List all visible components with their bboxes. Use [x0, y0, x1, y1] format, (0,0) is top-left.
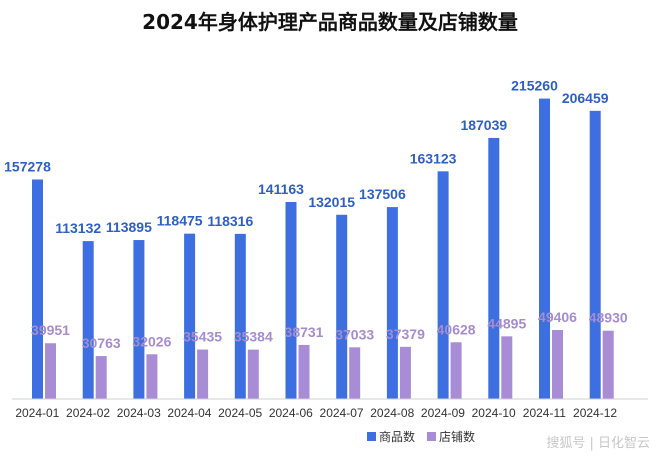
- label-stores-2024-03: 32026: [132, 333, 171, 349]
- label-products-2024-05: 118316: [207, 213, 253, 229]
- label-products-2024-08: 137506: [359, 186, 406, 202]
- bar-stores-2024-12: [602, 330, 614, 399]
- label-stores-2024-08: 37379: [386, 326, 425, 342]
- bar-stores-2024-08: [399, 346, 411, 399]
- x-tick-2024-11: 2024-11: [523, 406, 566, 420]
- bar-stores-2024-02: [95, 356, 107, 399]
- label-stores-2024-05: 35384: [234, 329, 273, 345]
- bar-products-2024-10: [488, 137, 500, 399]
- label-stores-2024-10: 44895: [487, 315, 526, 331]
- bar-stores-2024-06: [298, 344, 310, 399]
- label-stores-2024-04: 35435: [183, 329, 222, 345]
- label-stores-2024-06: 38731: [285, 324, 324, 340]
- label-products-2024-04: 118475: [157, 213, 203, 229]
- bar-products-2024-06: [285, 201, 297, 399]
- label-products-2024-06: 141163: [258, 181, 304, 197]
- x-tick-2024-01: 2024-01: [15, 406, 59, 420]
- bar-stores-2024-09: [450, 342, 462, 399]
- x-axis-ticks: 2024-01 2024-02 2024-03 2024-04 2024-05 2024-…: [15, 406, 617, 420]
- x-tick-2024-06: 2024-06: [269, 406, 313, 420]
- legend-label-products: 商品数: [379, 429, 415, 444]
- label-stores-2024-12: 48930: [589, 310, 628, 326]
- bar-products-2024-04: [184, 233, 196, 399]
- label-stores-2024-01: 39951: [31, 322, 70, 338]
- label-stores-2024-09: 40628: [437, 321, 476, 337]
- bar-products-2024-03: [133, 240, 145, 399]
- bar-products-2024-07: [336, 214, 348, 399]
- label-stores-2024-02: 30763: [82, 335, 121, 351]
- bar-stores-2024-05: [247, 349, 259, 399]
- label-products-2024-11: 215260: [511, 78, 558, 94]
- label-products-2024-02: 113132: [55, 220, 101, 236]
- bar-stores-2024-04: [197, 349, 209, 399]
- watermark: 搜狐号 | 日化智云: [546, 436, 650, 451]
- label-products-2024-07: 132015: [308, 194, 355, 210]
- bar-products-2024-11: [539, 98, 550, 400]
- bar-stores-2024-10: [501, 336, 513, 399]
- bar-stores-2024-01: [45, 343, 56, 399]
- x-tick-2024-07: 2024-07: [320, 406, 364, 420]
- x-tick-2024-08: 2024-08: [370, 406, 414, 420]
- label-products-2024-03: 113895: [106, 219, 152, 235]
- legend-swatch-products: [367, 432, 376, 441]
- x-tick-2024-12: 2024-12: [573, 406, 617, 420]
- legend: 商品数 店铺数: [367, 429, 475, 444]
- plot-area: 157278 39951 113132 30763 113895 32026 118475 3…: [4, 78, 628, 400]
- x-tick-2024-03: 2024-03: [117, 406, 161, 420]
- label-stores-2024-07: 37033: [335, 326, 374, 342]
- bar-stores-2024-07: [349, 347, 361, 399]
- bar-products-2024-01: [32, 179, 43, 399]
- bar-products-2024-02: [82, 241, 94, 399]
- x-tick-2024-02: 2024-02: [66, 406, 110, 420]
- x-tick-2024-09: 2024-09: [421, 406, 465, 420]
- x-tick-2024-10: 2024-10: [472, 406, 516, 420]
- legend-label-stores: 店铺数: [439, 429, 475, 444]
- bar-products-2024-08: [386, 207, 398, 399]
- bar-products-2024-12: [589, 110, 601, 400]
- bar-products-2024-09: [437, 171, 449, 399]
- x-tick-2024-05: 2024-05: [218, 406, 262, 420]
- label-products-2024-10: 187039: [460, 117, 507, 133]
- label-stores-2024-11: 49406: [538, 309, 577, 325]
- label-products-2024-12: 206459: [562, 90, 609, 106]
- bar-stores-2024-03: [146, 354, 158, 399]
- label-products-2024-01: 157278: [4, 158, 51, 174]
- x-tick-2024-04: 2024-04: [167, 406, 211, 420]
- bar-products-2024-05: [234, 233, 246, 399]
- legend-swatch-stores: [427, 432, 436, 441]
- label-products-2024-09: 163123: [410, 150, 457, 166]
- chart-title: 2024年身体护理产品商品数量及店铺数量: [142, 10, 518, 34]
- bar-stores-2024-11: [552, 330, 563, 399]
